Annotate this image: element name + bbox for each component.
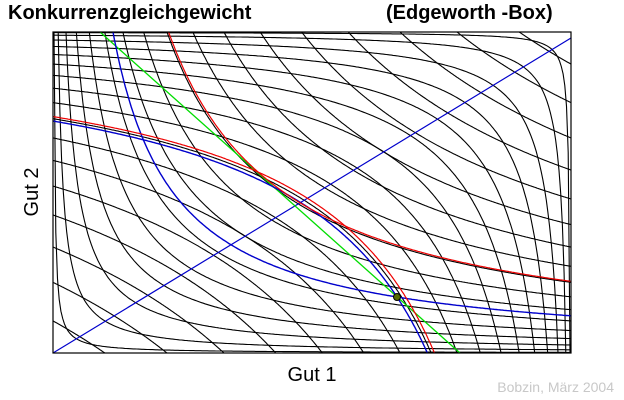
budget-line — [99, 31, 461, 354]
title: Konkurrenzgleichgewicht — [8, 2, 252, 24]
indifference-curve-b — [52, 281, 168, 354]
credit: Bobzin, März 2004 — [497, 379, 614, 395]
indifference-curve-b — [52, 214, 277, 354]
endowment-curve-b — [52, 120, 429, 354]
indifference-curve-a — [301, 31, 572, 200]
indifference-curve-b — [52, 137, 401, 354]
equilibrium-curve-a — [168, 31, 572, 282]
endowment-curve-a — [112, 31, 572, 317]
indifference-curve-a — [192, 31, 572, 267]
indifference-curve-a — [88, 31, 571, 332]
indifference-curves — [52, 31, 572, 354]
indifference-curve-b — [53, 34, 567, 354]
indifference-curve-a — [347, 31, 572, 171]
indifference-curve-b — [52, 87, 481, 354]
indifference-curve-a — [259, 31, 572, 226]
equilibrium-curve-b — [52, 116, 436, 354]
indifference-curve-b — [52, 185, 323, 354]
indifference-curve-a — [57, 31, 571, 351]
indifference-curve-a — [143, 31, 572, 298]
indifference-curve-b — [52, 246, 225, 354]
indifference-curve-a — [53, 31, 571, 353]
x-axis-label: Gut 1 — [288, 364, 337, 386]
indifference-curve-b — [52, 102, 458, 354]
indifference-curve-a — [65, 31, 572, 346]
y-axis-label: Gut 2 — [21, 168, 43, 217]
indifference-curve-a — [75, 31, 572, 340]
indifference-curve-b — [52, 159, 365, 354]
indifference-curve-a — [456, 31, 572, 104]
indifference-curve-a — [223, 31, 572, 248]
indifference-curve-b — [52, 320, 106, 354]
indifference-curve-a — [518, 31, 572, 65]
indifference-curve-b — [53, 53, 536, 354]
indifference-curve-a — [399, 31, 572, 139]
indifference-curve-a — [104, 31, 572, 322]
indifference-curve-b — [52, 39, 559, 354]
contract-curve — [52, 37, 572, 354]
endowment-point — [393, 293, 401, 301]
indifference-curve-b — [53, 32, 571, 354]
box-frame — [52, 31, 572, 354]
subtitle: (Edgeworth -Box) — [386, 2, 553, 24]
indifference-curve-b — [52, 118, 432, 354]
indifference-curve-b — [52, 63, 520, 354]
